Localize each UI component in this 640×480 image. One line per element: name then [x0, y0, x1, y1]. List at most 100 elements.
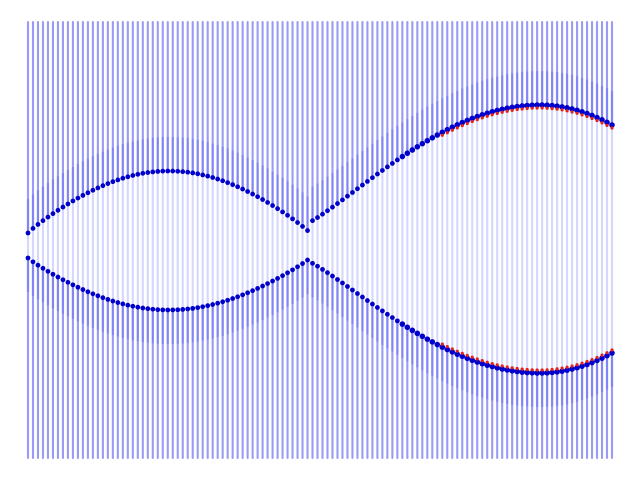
boundary-particle — [205, 303, 211, 309]
boundary-particle — [399, 321, 406, 327]
boundary-particle — [245, 189, 251, 194]
boundary-particle — [140, 170, 146, 176]
boundary-particle — [375, 171, 380, 177]
boundary-particle — [155, 169, 161, 174]
peak-particle — [470, 355, 474, 359]
boundary-particle — [160, 168, 166, 174]
boundary-particle — [60, 204, 66, 210]
peak-particle — [490, 361, 494, 366]
boundary-particle — [509, 104, 515, 111]
peak-particle — [445, 344, 449, 349]
boundary-particle — [275, 206, 280, 212]
peak-particle — [500, 110, 504, 114]
boundary-particle — [424, 137, 431, 144]
lower-boundary — [25, 255, 615, 376]
boundary-particle — [85, 289, 91, 295]
boundary-particle — [579, 363, 585, 369]
boundary-particle — [190, 170, 196, 176]
peak-particle — [535, 106, 539, 110]
boundary-particle — [285, 212, 290, 218]
boundary-particle — [569, 366, 575, 372]
boundary-particle — [325, 208, 330, 214]
boundary-particle — [389, 315, 395, 320]
peak-particle — [475, 357, 479, 361]
boundary-particle — [70, 282, 76, 288]
peak-particle — [610, 126, 614, 130]
peak-particle — [460, 351, 464, 355]
peak-particle — [460, 123, 464, 128]
peak-particle — [600, 121, 604, 125]
boundary-particle — [409, 147, 416, 153]
boundary-particle — [55, 274, 61, 280]
boundary-particle — [609, 350, 615, 356]
boundary-particle — [250, 288, 256, 294]
boundary-particle — [360, 294, 365, 300]
peak-particle — [550, 106, 554, 111]
peak-particle — [585, 114, 589, 119]
boundary-particle — [529, 102, 535, 108]
boundary-particle — [275, 275, 280, 281]
boundary-particle — [105, 297, 111, 302]
boundary-particle — [439, 344, 446, 350]
boundary-particle — [270, 203, 275, 208]
peak-particle — [485, 114, 489, 118]
boundary-particle — [589, 359, 595, 366]
boundary-particle — [330, 273, 335, 279]
boundary-particle — [534, 102, 540, 108]
boundary-particle — [544, 370, 550, 376]
boundary-particle — [200, 304, 206, 310]
peak-particle — [450, 347, 454, 351]
boundary-particle — [265, 200, 270, 205]
boundary-particle — [554, 103, 560, 109]
boundary-particle — [320, 266, 325, 272]
peak-particle — [540, 106, 544, 110]
peak-particle — [500, 364, 504, 368]
boundary-particle — [459, 353, 466, 360]
boundary-particle — [90, 291, 96, 297]
peak-particle — [570, 364, 574, 368]
boundary-particle — [310, 260, 315, 266]
boundary-particle — [25, 255, 31, 261]
boundary-particle — [300, 223, 305, 229]
boundary-particle — [320, 211, 325, 217]
boundary-particle — [115, 300, 121, 305]
peak-particle — [510, 108, 514, 112]
boundary-particle — [135, 304, 141, 310]
boundary-particle — [375, 305, 380, 310]
boundary-particle — [479, 360, 486, 367]
peak-particle — [525, 106, 529, 111]
boundary-particle — [335, 277, 340, 282]
boundary-particle — [350, 287, 355, 293]
boundary-particle — [200, 172, 206, 178]
boundary-particle — [300, 261, 305, 266]
boundary-particle — [80, 192, 86, 198]
boundary-particle — [165, 168, 171, 174]
boundary-particle — [125, 174, 131, 180]
boundary-particle — [434, 341, 441, 348]
boundary-particle — [195, 171, 201, 177]
boundary-particle — [155, 307, 161, 313]
boundary-particle — [384, 311, 390, 317]
boundary-particle — [345, 284, 350, 289]
peak-particle — [515, 366, 519, 371]
peak-particle — [440, 342, 444, 346]
peak-particle — [555, 107, 559, 111]
boundary-particle — [429, 135, 436, 141]
boundary-particle — [55, 207, 61, 213]
peak-particle — [465, 121, 469, 126]
boundary-particle — [135, 171, 141, 177]
boundary-particle — [589, 112, 595, 119]
boundary-particle — [145, 306, 151, 312]
boundary-particle — [35, 262, 41, 268]
boundary-particle — [35, 222, 41, 227]
boundary-particle — [75, 195, 81, 201]
boundary-particle — [489, 108, 496, 115]
boundary-particle — [554, 369, 560, 375]
boundary-particle — [40, 218, 46, 224]
peak-particle — [495, 363, 499, 367]
peak-particle — [590, 357, 594, 362]
boundary-particle — [120, 175, 126, 181]
boundary-particle — [594, 357, 600, 364]
boundary-particle — [220, 178, 226, 184]
